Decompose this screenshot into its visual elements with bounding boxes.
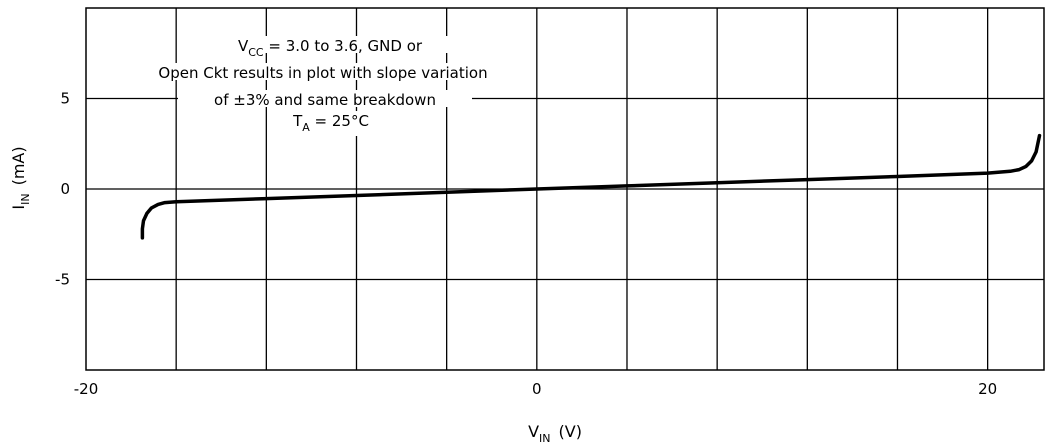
- y-axis-label: IIN(mA): [9, 146, 32, 209]
- x-tick-label: 20: [978, 380, 997, 398]
- series-line-iin: [140, 133, 1042, 240]
- x-axis-label: VIN (V): [528, 422, 582, 445]
- annotation-line-1: VCC = 3.0 to 3.6, GND or: [238, 37, 423, 59]
- x-tick-label: 0: [532, 380, 542, 398]
- annotation-line-4: TA = 25°C: [292, 112, 369, 134]
- y-tick-label: 5: [60, 90, 70, 108]
- y-tick-label: 0: [60, 180, 70, 198]
- annotation-line-3: of ±3% and same breakdown: [214, 91, 436, 109]
- tick-labels: -20 0 20 5 0 -5: [55, 90, 997, 399]
- annotation: VCC = 3.0 to 3.6, GND or Open Ckt result…: [123, 36, 523, 136]
- plot-frame: [85, 7, 1045, 371]
- annotation-line-2: Open Ckt results in plot with slope vari…: [158, 64, 487, 82]
- y-tick-label: -5: [55, 271, 70, 289]
- x-tick-label: -20: [74, 380, 99, 398]
